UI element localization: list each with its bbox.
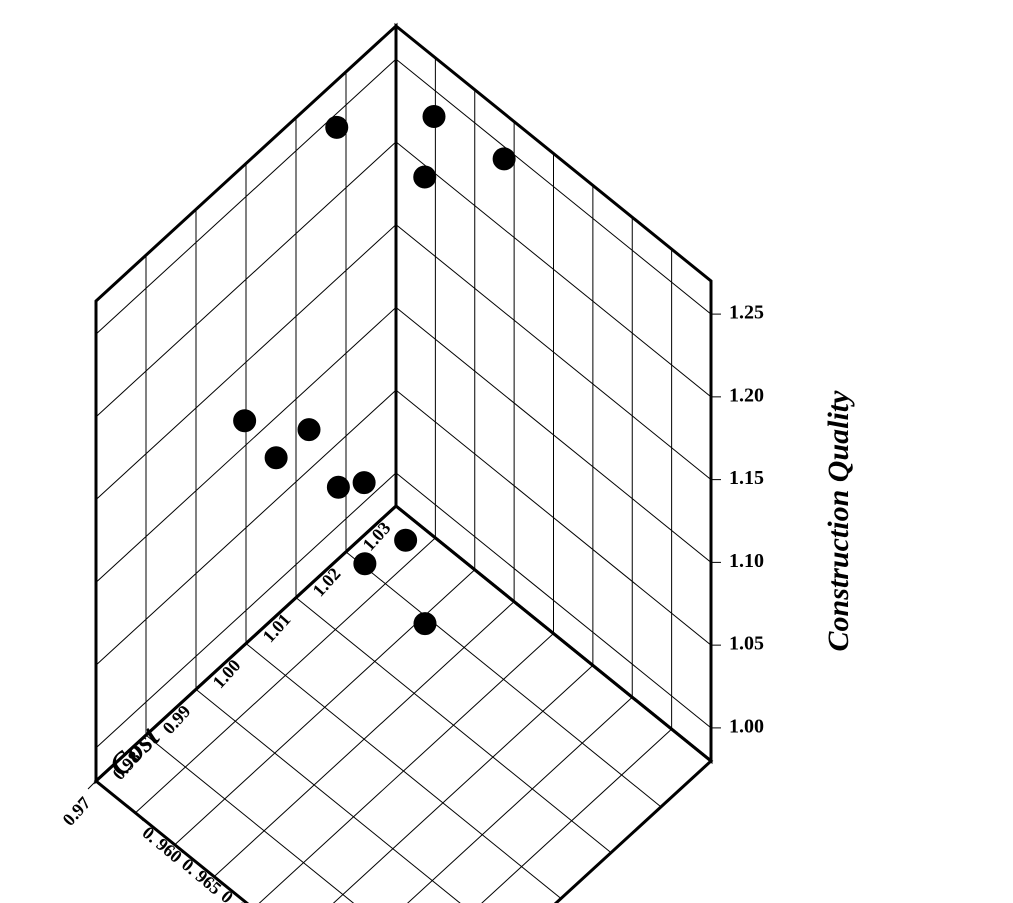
cost-tick-label: 0.97 [59, 793, 95, 830]
scatter-point [414, 613, 436, 635]
quality-tick-label: 1.25 [729, 302, 764, 324]
scatter-point [353, 472, 375, 494]
cost-tick-label: 1.01 [259, 610, 295, 647]
scatter-point [423, 105, 445, 127]
cost-tick-label: 1.00 [209, 655, 245, 692]
scatter-point [327, 476, 349, 498]
scatter-point [298, 419, 320, 441]
scatter-point [395, 529, 417, 551]
env-tick-label: 0. 970 [217, 886, 264, 903]
quality-tick-label: 1.05 [729, 633, 764, 655]
cost-tick-label: 1.02 [309, 564, 345, 601]
quality-tick-label: 1.00 [729, 715, 764, 737]
cost-tick-label: 1.03 [359, 518, 395, 555]
scatter3d-chart: 0.970.980.991.001.011.021.03Cost0. 9600.… [0, 0, 1013, 903]
quality-tick-label: 1.20 [729, 384, 764, 406]
env-tick-label: 0. 960 [139, 822, 186, 866]
scatter-point [354, 553, 376, 575]
quality-tick-label: 1.10 [729, 550, 764, 572]
cost-tick-label: 0.99 [159, 701, 195, 738]
quality-axis-label: Construction Quality [822, 390, 855, 652]
scatter-point [493, 148, 515, 170]
env-tick-label: 0. 965 [178, 854, 225, 898]
scatter-point [326, 116, 348, 138]
scatter-point [234, 410, 256, 432]
quality-tick-label: 1.15 [729, 467, 764, 489]
scatter-point [265, 447, 287, 469]
scatter-point [414, 166, 436, 188]
